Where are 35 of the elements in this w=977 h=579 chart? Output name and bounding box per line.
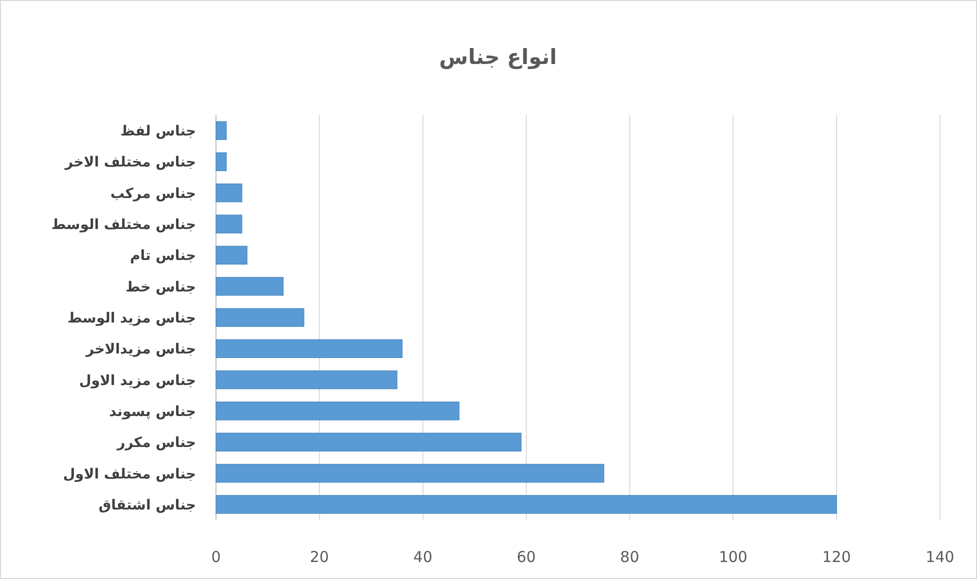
x-tick-label: 140 — [926, 548, 954, 566]
y-tick-label: جناس تام — [130, 248, 196, 264]
y-tick-label: جناس مركب — [110, 186, 196, 202]
bar — [216, 339, 403, 358]
bar — [216, 432, 522, 452]
y-tick-label: جناس اشتقاق — [98, 497, 196, 514]
y-tick-label: جناس مزید الاول — [79, 372, 196, 389]
x-tick-label: 120 — [822, 548, 851, 566]
y-tick-label: جناس مزید الوسط — [68, 310, 196, 326]
y-tick-label: جناس پسوند — [109, 404, 196, 420]
bar — [216, 308, 304, 327]
bar — [216, 495, 837, 514]
bar — [216, 402, 460, 420]
x-tick-label: 0 — [211, 548, 221, 566]
bar — [216, 121, 227, 140]
y-tick-label: جناس خط — [126, 279, 196, 296]
x-tick-label: 20 — [310, 548, 329, 566]
x-tick-label: 40 — [413, 548, 432, 566]
y-tick-label: جناس مختلف الاول — [62, 466, 196, 482]
bar — [216, 370, 398, 390]
x-tick-label: 80 — [620, 548, 640, 566]
y-tick-label: جناس مختلف الوسط — [51, 217, 196, 234]
bar — [216, 246, 248, 265]
bar — [216, 184, 242, 202]
y-tick-label: جناس مزیدالاخر — [85, 342, 196, 358]
x-tick-label: 60 — [516, 548, 536, 566]
bar — [216, 464, 604, 483]
y-tick-label: جناس مختلف الاخر — [64, 154, 196, 171]
y-tick-label: جناس مكرر — [116, 435, 196, 452]
x-tick-label: 100 — [718, 548, 748, 566]
bar — [216, 152, 227, 172]
y-tick-label: جناس لفظ — [120, 124, 196, 140]
bar — [216, 214, 242, 234]
chart-title: انواع جناس — [439, 45, 557, 70]
bar — [216, 276, 284, 296]
